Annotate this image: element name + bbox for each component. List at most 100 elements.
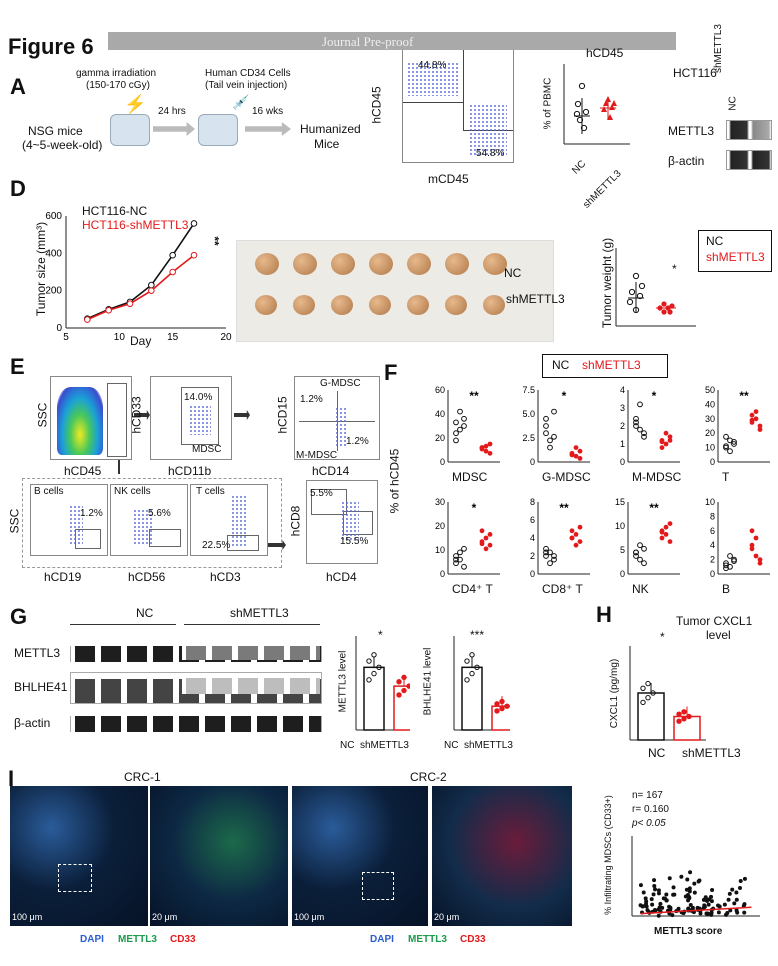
g-bar1-x: NC [340,740,355,751]
g-blot-mettl3-sh [182,646,320,660]
series-line-nc [87,223,195,320]
sh-point [757,557,763,562]
nc-point [457,549,463,556]
f-plot-name: G-MDSC [542,470,591,484]
nc-point [461,563,467,570]
figure-label: Figure 6 [8,34,94,59]
y-tick-label: 10 [705,498,715,507]
sh-point [753,409,759,414]
i-legend-dapi-2: DAPI [370,934,394,945]
e-hcd4: hCD4 [326,570,357,584]
scatter-point [717,904,722,909]
h-ylab: CXCL1 (pg/mg) [609,658,621,729]
i-stat-p: p< 0.05 [632,818,666,829]
y-tick-label: 60 [435,386,445,395]
scatter-point [734,908,739,913]
e-mdsc-pct: 14.0% [184,392,213,403]
d-wt-sig: * [672,262,677,276]
e-nkcells: NK cells [114,486,151,497]
data-point [464,658,470,664]
sh-point [487,542,493,548]
panel-d-label: D [10,176,26,201]
sh-point [663,532,669,537]
sh-point [659,439,665,445]
i-xlab: METTL3 score [654,926,723,937]
mouse-icon-2 [198,114,238,146]
series-line-sh [87,254,195,321]
g-row1: METTL3 [14,646,61,660]
c-blot-actin [726,150,772,170]
y-tick-label: 400 [45,248,62,259]
sh-point [569,452,575,458]
data-point [650,690,656,696]
scatter-point [710,887,715,892]
y-tick-label: 200 [45,286,62,297]
lightning-icon: ⚡ [124,94,147,114]
y-tick-label: 0 [440,457,445,467]
sh-point [663,524,669,530]
e-lymph-frame [22,478,282,568]
e-mmdsc: M-MDSC [296,450,338,461]
i-legend-mettl3-2: METTL3 [408,934,447,945]
c-col-sh: shMETTL3 [713,24,724,73]
scatter-point [692,881,697,886]
scatter-point [641,890,646,895]
watermark-text: Journal Pre-proof [322,34,414,49]
sh-point [749,546,755,552]
e-arrow-3 [268,540,286,550]
syringe-icon: 💉 [232,94,250,110]
scatter-point [640,904,645,909]
scatter-point [722,902,727,907]
scatter-point [742,902,747,907]
nc-point [731,558,737,564]
nc-point [641,545,647,552]
nc-point [727,553,733,559]
data-point [469,652,475,658]
data-point [401,674,407,681]
d-xlab: Day [130,334,152,348]
data-point [371,670,377,677]
nc-point [461,415,467,422]
x-tick-label: 5 [63,332,69,343]
nc-point [543,549,549,556]
nc-point [633,423,639,429]
b-xlab: mCD45 [428,172,469,186]
mouse-icon-1 [110,114,150,146]
watermark-bar [108,32,676,50]
y-tick-label: 0 [56,323,62,334]
sh-point [663,430,669,436]
nc-point [731,438,737,445]
g-blot-actin [70,716,322,732]
h-bar-chart [629,646,706,741]
h-cat-nc: NC [648,746,666,760]
y-tick-label: 4 [710,540,715,550]
nc-point [543,545,549,552]
e-gmdsc: G-MDSC [320,378,361,389]
y-tick-label: 2 [710,555,715,565]
scatter-point [706,902,711,907]
data-point [366,677,372,683]
data-point [676,711,682,717]
scatter-point [656,913,661,918]
y-tick-label: 8 [530,498,535,507]
f-plot-name: M-MDSC [632,470,682,484]
nc-point [547,444,553,451]
i-crc2: CRC-2 [410,770,447,784]
bar-NC [363,666,385,731]
sh-point [569,535,575,541]
sh-point [573,532,579,537]
tumor [483,295,505,315]
e-hcd15: hCD15 [275,396,290,434]
g-bar1-sig: * [378,628,383,642]
sh-point [659,445,665,450]
scatter-point [734,897,739,902]
i-ihc-crc1-low [10,786,148,926]
scatter-point [734,890,739,895]
nc-point [641,433,647,440]
y-tick-label: 2 [530,551,535,561]
scatter-point [679,874,684,879]
b-gate1: 44.8% [418,60,447,71]
data-point [396,679,402,685]
scatter-point [705,911,710,916]
panel-f-label: F [384,360,398,385]
